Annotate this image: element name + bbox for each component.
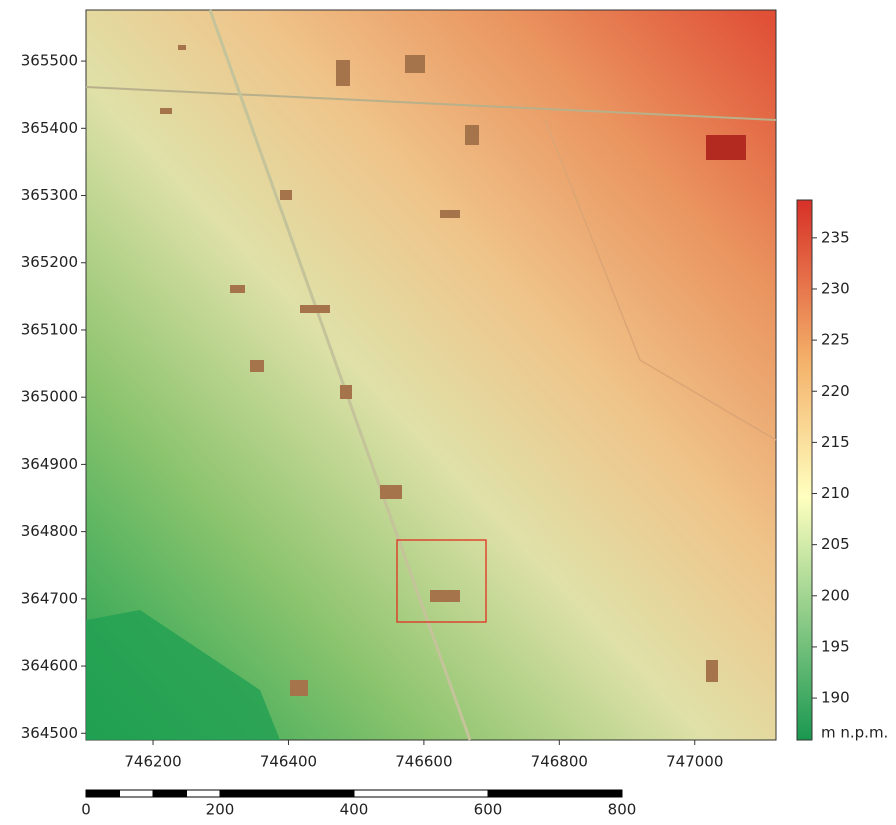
colorbar <box>797 200 812 740</box>
colorbar-tick-label: 190 <box>821 689 850 707</box>
colorbar-tick-label: 215 <box>821 433 850 451</box>
building <box>290 680 308 696</box>
scalebar-label: 600 <box>474 801 503 819</box>
building <box>336 60 350 86</box>
colorbar-tick-label: 205 <box>821 535 850 553</box>
colorbar-label: m n.p.m. <box>821 724 888 742</box>
y-tick-label: 365000 <box>21 388 78 406</box>
map-figure: 364500 364600 364700 364800 364900 365000 3651… <box>0 0 896 821</box>
scalebar-segment <box>153 790 187 797</box>
building <box>706 660 718 682</box>
y-tick-label: 364800 <box>21 522 78 540</box>
colorbar-tick-label: 225 <box>821 331 850 349</box>
building <box>706 135 746 160</box>
scalebar-segment <box>220 790 354 797</box>
colorbar-tick-label: 230 <box>821 279 850 297</box>
map-frame <box>86 10 776 740</box>
colorbar-tick-label: 195 <box>821 637 850 655</box>
y-tick-label: 364700 <box>21 589 78 607</box>
scalebar-segment <box>488 790 622 797</box>
building <box>430 590 460 602</box>
building <box>380 485 402 499</box>
y-tick-label: 364900 <box>21 455 78 473</box>
colorbar-tick-label: 220 <box>821 382 850 400</box>
y-tick-label: 364500 <box>21 724 78 742</box>
colorbar-tick-label: 235 <box>821 228 850 246</box>
building <box>300 305 330 313</box>
scalebar-segment <box>86 790 120 797</box>
building <box>465 125 479 145</box>
x-tick-label: 746600 <box>395 753 452 771</box>
building <box>230 285 245 293</box>
y-tick-label: 365200 <box>21 253 78 271</box>
building <box>340 385 352 399</box>
x-tick-label: 746800 <box>531 753 588 771</box>
page: {"map": { "xlim": [746101, 747120], "yli… <box>0 0 896 821</box>
scalebar-label: 0 <box>81 801 91 819</box>
building <box>160 108 172 114</box>
x-tick-label: 747000 <box>666 753 723 771</box>
x-tick-label: 746200 <box>124 753 181 771</box>
building <box>250 360 264 372</box>
y-tick-label: 365400 <box>21 119 78 137</box>
y-tick-label: 365500 <box>21 52 78 70</box>
building <box>178 45 186 50</box>
scalebar-label: 800 <box>608 801 637 819</box>
scalebar-segment <box>354 790 488 797</box>
x-tick-label: 746400 <box>260 753 317 771</box>
y-tick-label: 365100 <box>21 320 78 338</box>
scalebar-segment <box>120 790 154 797</box>
building <box>405 55 425 73</box>
y-tick-label: 365300 <box>21 186 78 204</box>
y-tick-label: 364600 <box>21 657 78 675</box>
scalebar-label: 200 <box>206 801 235 819</box>
scalebar-segment <box>187 790 221 797</box>
building <box>280 190 292 200</box>
scalebar-label: 400 <box>340 801 369 819</box>
colorbar-tick-label: 200 <box>821 586 850 604</box>
colorbar-tick-label: 210 <box>821 484 850 502</box>
building <box>440 210 460 218</box>
